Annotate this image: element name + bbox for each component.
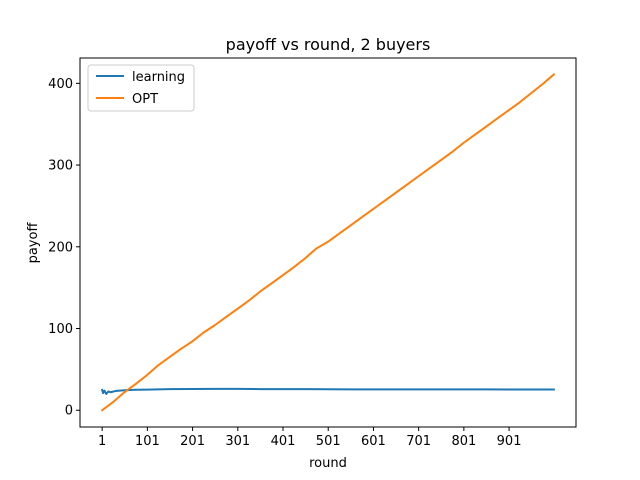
x-tick-label: 801 xyxy=(451,434,476,449)
series-line-opt xyxy=(100,72,556,412)
x-tick-label: 901 xyxy=(497,434,522,449)
y-tick-label: 200 xyxy=(48,240,73,255)
legend-label-opt: OPT xyxy=(132,92,158,107)
y-tick-label: 0 xyxy=(65,404,73,419)
y-axis-label: payoff xyxy=(26,222,41,264)
x-tick-label: 401 xyxy=(271,434,296,449)
x-tick-label: 101 xyxy=(135,434,160,449)
x-tick-label: 601 xyxy=(361,434,386,449)
legend-label-learning: learning xyxy=(132,70,185,85)
x-tick-label: 1 xyxy=(98,434,106,449)
x-tick-label: 501 xyxy=(316,434,341,449)
plot-area xyxy=(100,72,556,412)
y-tick-label: 100 xyxy=(48,322,73,337)
x-tick-label: 301 xyxy=(225,434,250,449)
y-axis-ticks: 0 100 200 300 400 xyxy=(48,77,80,419)
y-tick-label: 400 xyxy=(48,77,73,92)
x-axis-ticks: 1 101 201 301 401 501 601 701 801 901 xyxy=(98,427,521,449)
legend: learning OPT xyxy=(87,64,195,112)
y-tick-label: 300 xyxy=(48,159,73,174)
series-line-learning xyxy=(100,387,555,395)
x-tick-label: 201 xyxy=(180,434,205,449)
x-tick-label: 701 xyxy=(406,434,431,449)
x-axis-label: round xyxy=(309,456,347,471)
chart-title: payoff vs round, 2 buyers xyxy=(226,35,431,54)
